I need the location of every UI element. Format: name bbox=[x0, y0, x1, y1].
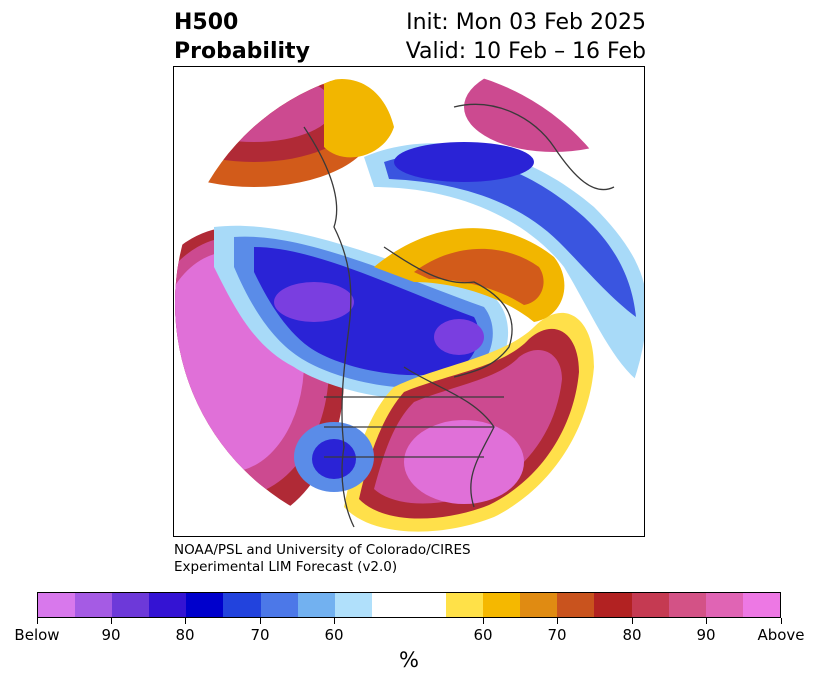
colorbar-tick-label: 60 bbox=[473, 626, 493, 644]
colorbar-tick-label: 90 bbox=[696, 626, 716, 644]
colorbar-tick bbox=[333, 618, 335, 624]
colorbar-tick-label: 80 bbox=[622, 626, 642, 644]
colorbar-segment bbox=[186, 593, 224, 617]
probability-map bbox=[175, 67, 644, 536]
credit: NOAA/PSL and University of Colorado/CIRE… bbox=[174, 542, 471, 576]
colorbar-tick-label: 70 bbox=[547, 626, 567, 644]
colorbar-tick-label: Above bbox=[757, 626, 805, 644]
colorbar-segment bbox=[75, 593, 113, 617]
colorbar-tick-label: 80 bbox=[175, 626, 195, 644]
title-right: Init: Mon 03 Feb 2025 Valid: 10 Feb – 16… bbox=[388, 8, 646, 66]
colorbar-segment bbox=[149, 593, 187, 617]
title-kind: Probability bbox=[174, 39, 310, 64]
colorbar-tick bbox=[631, 618, 633, 624]
colorbar-segment bbox=[594, 593, 632, 617]
init-date: Init: Mon 03 Feb 2025 bbox=[406, 10, 646, 35]
colorbar-segment bbox=[371, 593, 447, 617]
colorbar-segment bbox=[112, 593, 150, 617]
title-variable: H500 bbox=[174, 10, 239, 35]
greenland-above-anomaly bbox=[324, 79, 565, 322]
colorbar-tick bbox=[482, 618, 484, 624]
colorbar-segment bbox=[260, 593, 298, 617]
colorbar-tick-label: 70 bbox=[250, 626, 270, 644]
coastlines bbox=[303, 103, 615, 528]
colorbar-tick bbox=[184, 618, 186, 624]
colorbar-segment bbox=[520, 593, 558, 617]
arctic-below-anomaly bbox=[364, 142, 644, 387]
colorbar-segment bbox=[223, 593, 261, 617]
southwest-below-anomaly bbox=[294, 422, 374, 492]
colorbar-tick bbox=[259, 618, 261, 624]
colorbar-segment bbox=[334, 593, 372, 617]
credit-line-2: Experimental LIM Forecast (v2.0) bbox=[174, 559, 398, 575]
colorbar-tick bbox=[36, 618, 38, 624]
colorbar-tick-label: 90 bbox=[101, 626, 121, 644]
title-left: H500 Probability bbox=[174, 8, 310, 66]
colorbar-tick bbox=[780, 618, 782, 624]
colorbar-segment bbox=[668, 593, 706, 617]
colorbar-tick-label: 60 bbox=[324, 626, 344, 644]
credit-line-1: NOAA/PSL and University of Colorado/CIRE… bbox=[174, 542, 471, 558]
colorbar-segment bbox=[705, 593, 743, 617]
colorbar-tick bbox=[705, 618, 707, 624]
colorbar-segment bbox=[297, 593, 335, 617]
canada-below-anomaly bbox=[214, 225, 509, 400]
colorbar-segment bbox=[446, 593, 484, 617]
colorbar-segment bbox=[557, 593, 595, 617]
colorbar-segment bbox=[38, 593, 76, 617]
colorbar-segment bbox=[631, 593, 669, 617]
colorbar-tick-label: Below bbox=[14, 626, 60, 644]
probability-contours bbox=[175, 67, 644, 536]
colorbar-tick bbox=[556, 618, 558, 624]
colorbar-unit: % bbox=[399, 648, 419, 672]
forecast-map bbox=[173, 66, 645, 537]
colorbar bbox=[37, 592, 781, 618]
colorbar-tick bbox=[110, 618, 112, 624]
colorbar-segment bbox=[742, 593, 780, 617]
eastern-above-anomaly bbox=[344, 312, 594, 532]
valid-range: Valid: 10 Feb – 16 Feb bbox=[405, 39, 646, 64]
colorbar-segment bbox=[483, 593, 521, 617]
